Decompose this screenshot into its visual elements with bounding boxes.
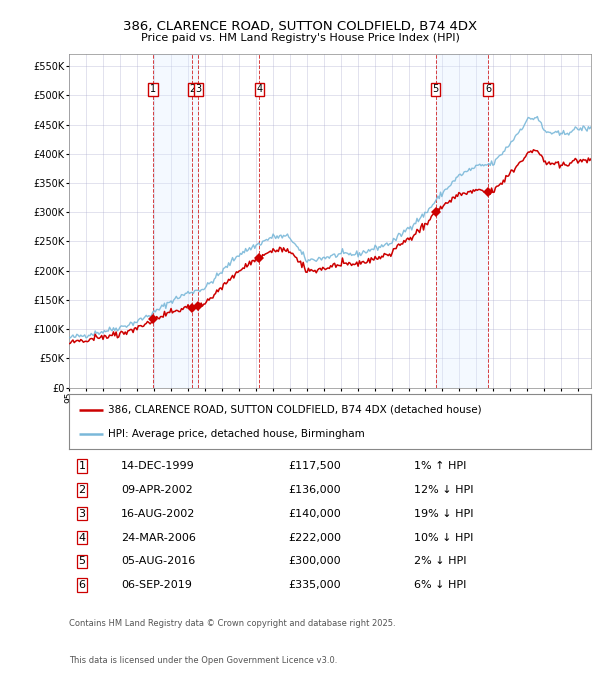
Text: 06-SEP-2019: 06-SEP-2019 [121,580,192,590]
Text: 6: 6 [79,580,86,590]
Text: £300,000: £300,000 [288,556,341,566]
Text: 2: 2 [79,485,86,495]
Text: £117,500: £117,500 [288,461,341,471]
Text: 4: 4 [79,532,86,543]
Text: 2: 2 [189,84,196,95]
Text: 14-DEC-1999: 14-DEC-1999 [121,461,195,471]
Text: 05-AUG-2016: 05-AUG-2016 [121,556,196,566]
Text: 19% ↓ HPI: 19% ↓ HPI [413,509,473,519]
Text: 24-MAR-2006: 24-MAR-2006 [121,532,196,543]
Text: 12% ↓ HPI: 12% ↓ HPI [413,485,473,495]
Text: 16-AUG-2002: 16-AUG-2002 [121,509,196,519]
Text: 386, CLARENCE ROAD, SUTTON COLDFIELD, B74 4DX (detached house): 386, CLARENCE ROAD, SUTTON COLDFIELD, B7… [108,405,482,415]
Text: 09-APR-2002: 09-APR-2002 [121,485,193,495]
Text: 3: 3 [79,509,86,519]
Text: 4: 4 [256,84,263,95]
Text: 386, CLARENCE ROAD, SUTTON COLDFIELD, B74 4DX: 386, CLARENCE ROAD, SUTTON COLDFIELD, B7… [123,20,477,33]
Text: Price paid vs. HM Land Registry's House Price Index (HPI): Price paid vs. HM Land Registry's House … [140,33,460,43]
Text: 2% ↓ HPI: 2% ↓ HPI [413,556,466,566]
Text: 3: 3 [195,84,202,95]
Text: 1: 1 [79,461,86,471]
Bar [153,54,199,388]
Text: £140,000: £140,000 [288,509,341,519]
Text: 1: 1 [150,84,156,95]
Text: 6: 6 [485,84,491,95]
Bar [436,54,488,388]
Text: £335,000: £335,000 [288,580,341,590]
Text: £222,000: £222,000 [288,532,341,543]
Text: This data is licensed under the Open Government Licence v3.0.: This data is licensed under the Open Gov… [69,656,337,665]
Text: 5: 5 [433,84,439,95]
Text: HPI: Average price, detached house, Birmingham: HPI: Average price, detached house, Birm… [108,428,365,439]
Text: 1% ↑ HPI: 1% ↑ HPI [413,461,466,471]
Text: £136,000: £136,000 [288,485,341,495]
Text: 5: 5 [79,556,86,566]
Text: 10% ↓ HPI: 10% ↓ HPI [413,532,473,543]
Text: Contains HM Land Registry data © Crown copyright and database right 2025.: Contains HM Land Registry data © Crown c… [69,619,395,628]
Text: 6% ↓ HPI: 6% ↓ HPI [413,580,466,590]
